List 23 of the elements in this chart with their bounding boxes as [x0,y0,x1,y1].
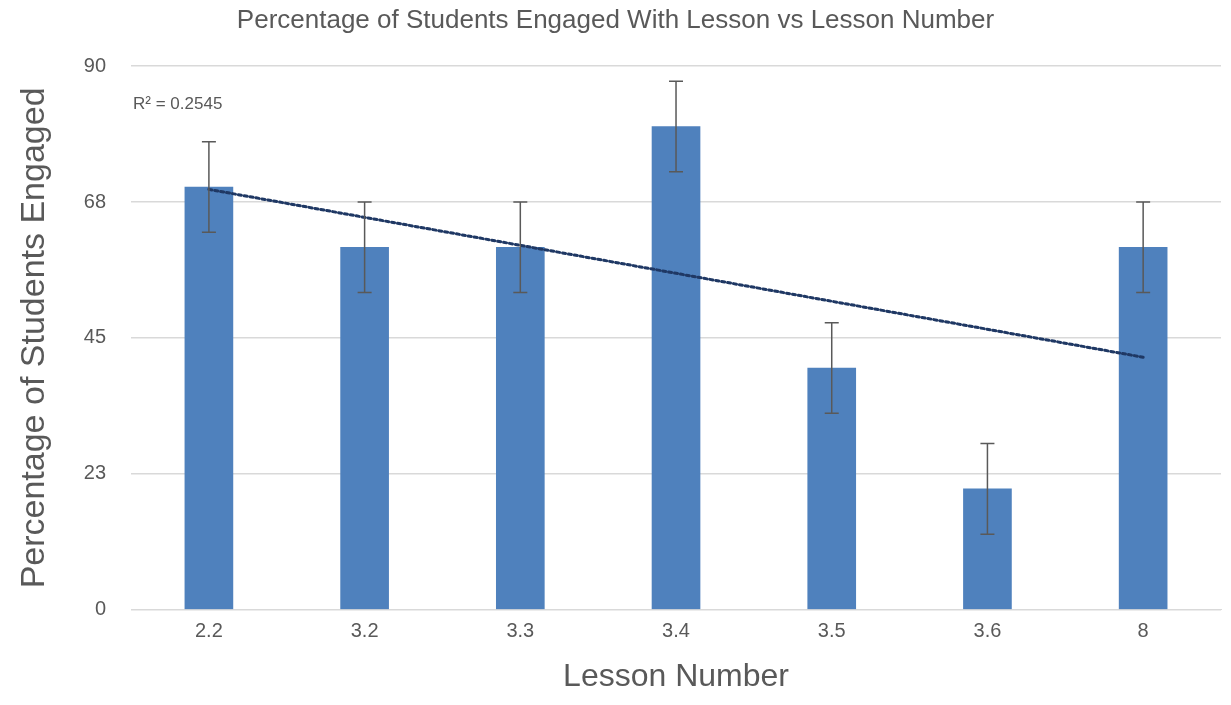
bar [495,247,545,610]
y-tick-label: 23 [83,461,107,484]
x-tick-label: 3.6 [973,619,1002,642]
y-axis-title: Percentage of Students Engaged [12,87,51,589]
y-tick-label: 68 [83,189,107,212]
bar [963,488,1012,610]
bar [340,247,389,610]
x-tick-label: 8 [1137,619,1149,642]
x-tick-label: 3.5 [817,619,846,642]
chart-title: Percentage of Students Engaged With Lesson vs Lesson Number [236,3,995,34]
x-tick-label: 3.2 [350,619,379,642]
y-tick-label: 90 [83,53,107,76]
bar [651,126,701,610]
annotation: R² = 0.2545 [133,94,223,114]
x-tick-label: 3.3 [506,619,535,642]
y-tick-label: 45 [83,325,107,348]
bar [807,367,857,610]
x-axis-title: Lesson Number [563,656,790,693]
y-tick-label: 0 [94,597,107,620]
bar [1118,247,1168,610]
bar [184,186,234,610]
x-tick-label: 2.2 [194,619,223,642]
x-tick-label: 3.4 [662,619,690,642]
